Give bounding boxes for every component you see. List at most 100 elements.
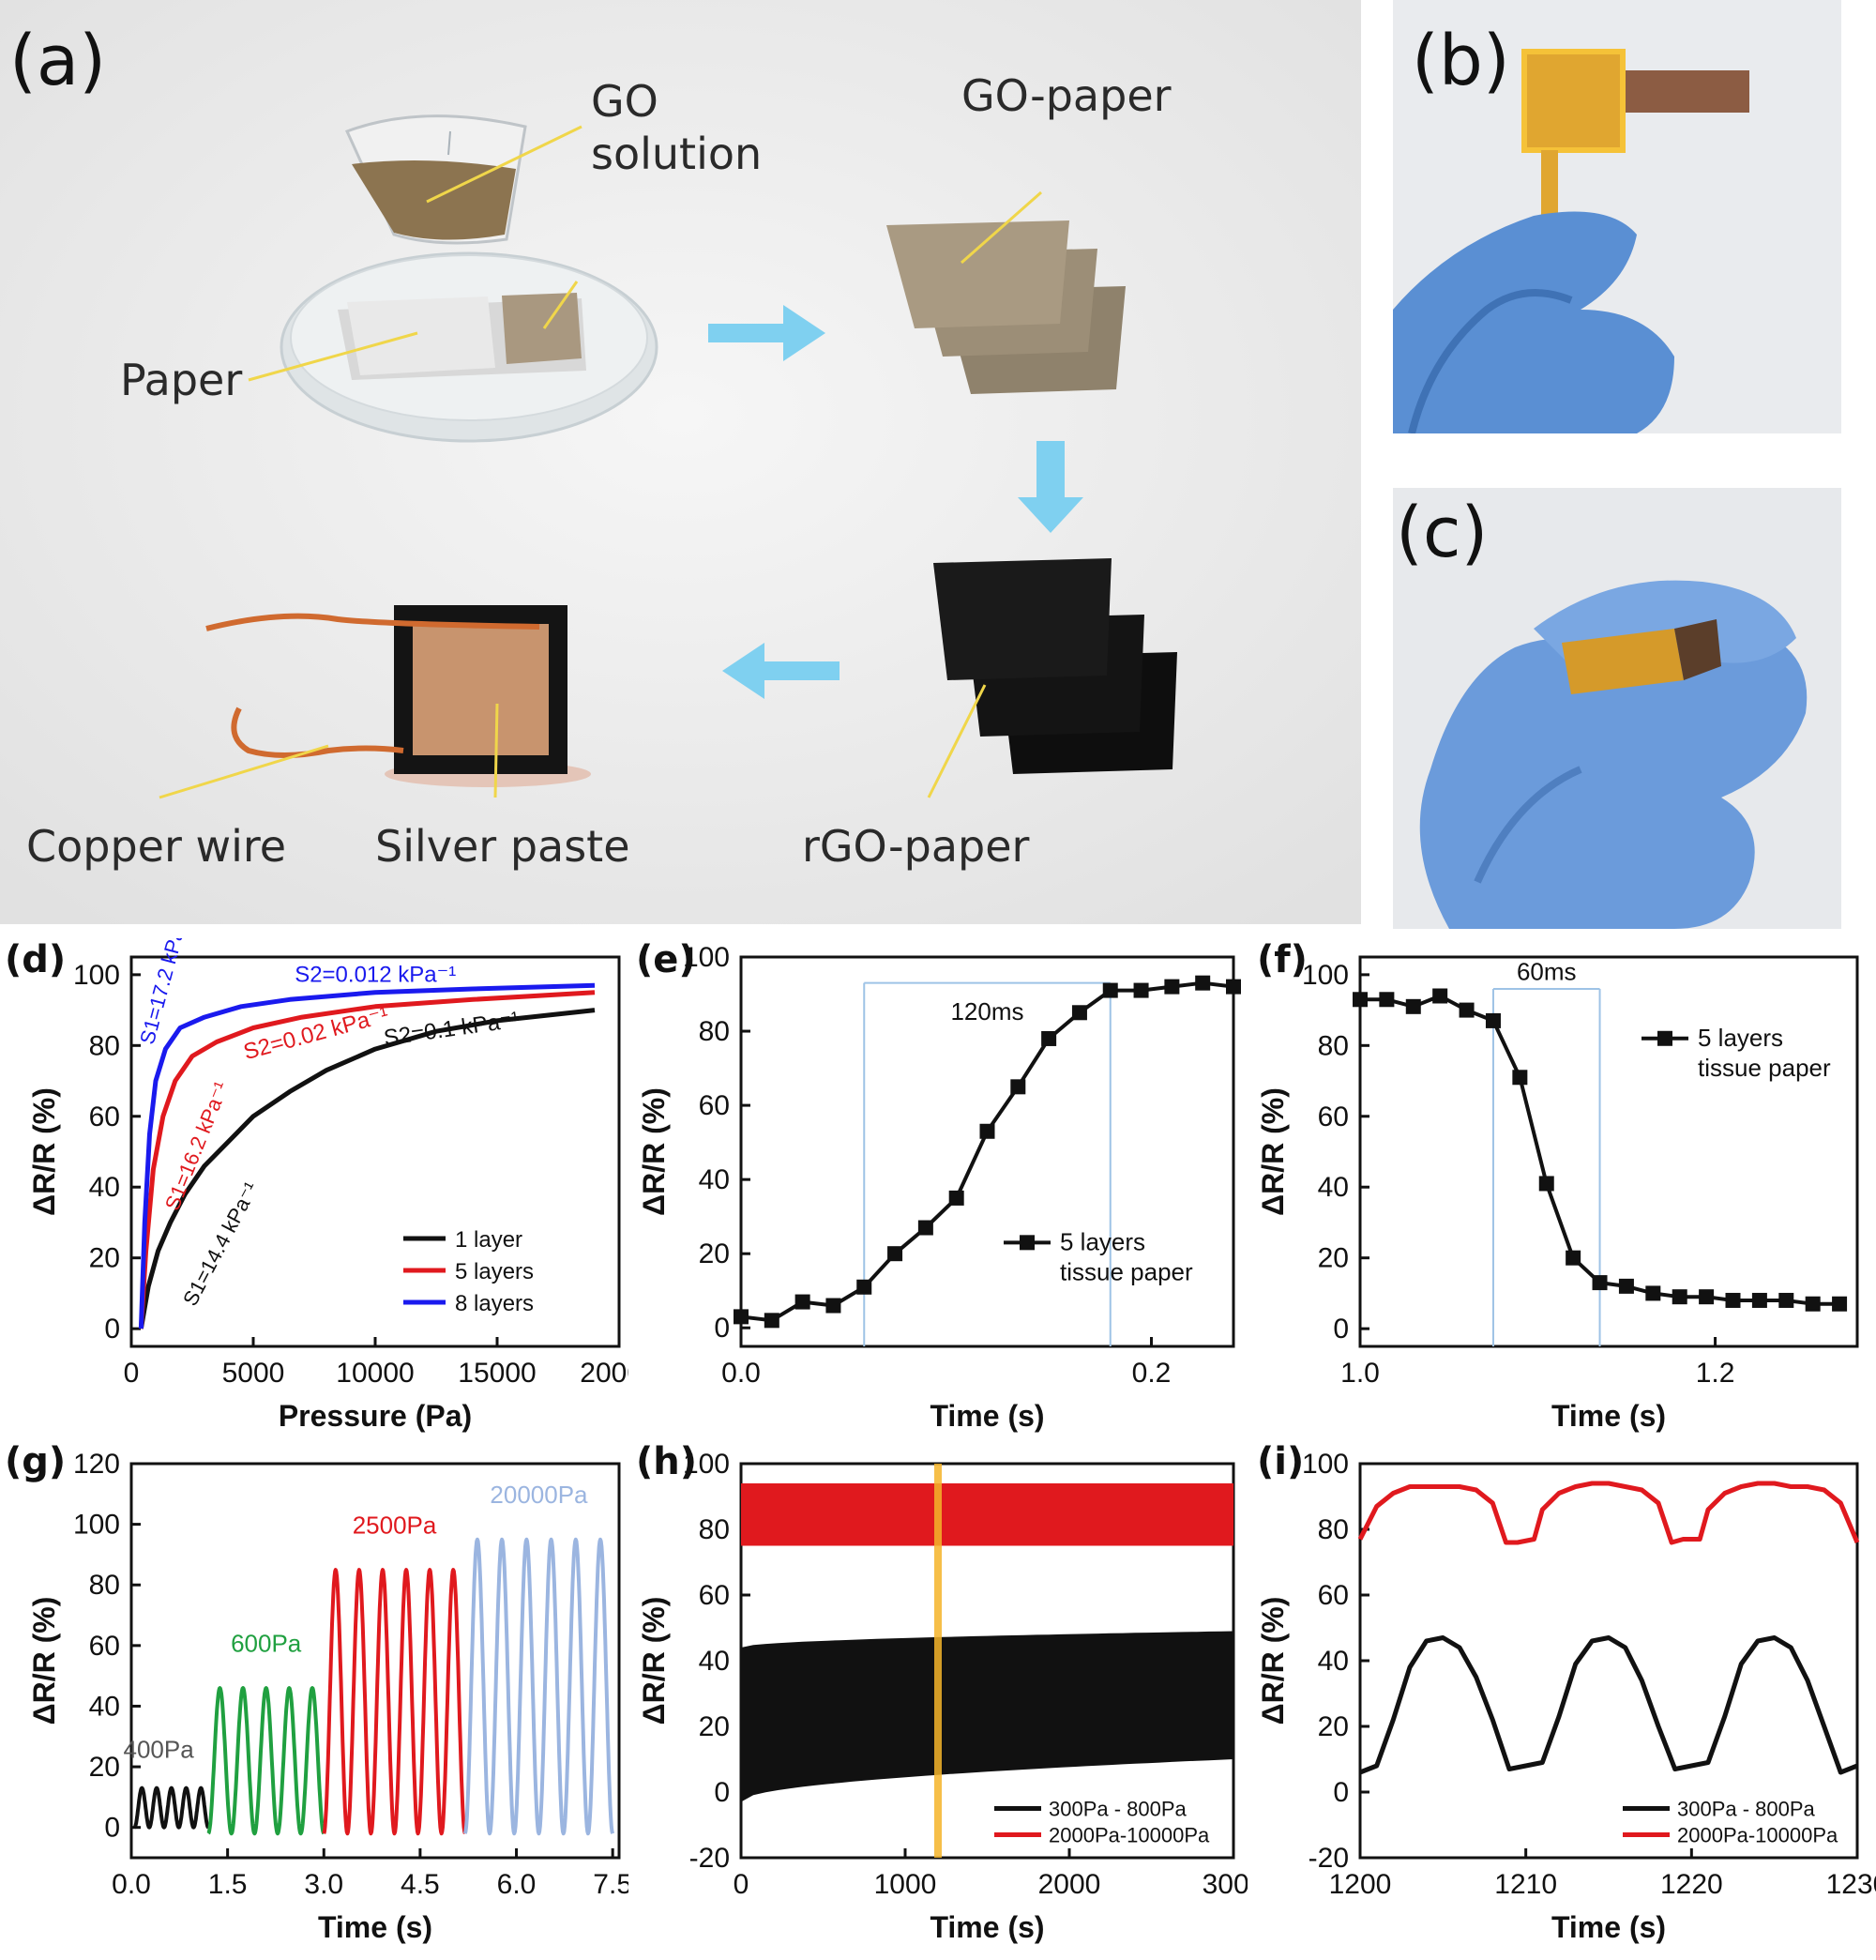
x-axis-label: Time (s) — [1551, 1399, 1666, 1433]
data-point — [764, 1313, 779, 1329]
x-tick-label: 3000 — [1203, 1869, 1248, 1900]
arrow-down-icon — [1018, 441, 1083, 533]
go-paper-stack — [886, 220, 1126, 394]
x-tick-label: 10000 — [336, 1358, 414, 1389]
data-point — [825, 1298, 841, 1314]
petri-dish-icon — [280, 251, 658, 443]
x-tick-label: 0.0 — [721, 1358, 761, 1389]
plot-frame — [1358, 955, 1859, 1348]
annotation: S2=0.1 kPa⁻¹ — [382, 1007, 521, 1051]
y-axis-label: ΔR/R (%) — [1256, 1597, 1290, 1725]
panel-h-label: (h) — [636, 1440, 698, 1483]
data-point — [1832, 1296, 1848, 1312]
x-tick-label: 20000 — [580, 1358, 628, 1389]
series-band — [741, 1631, 1233, 1802]
copper-wire-label: Copper wire — [26, 821, 287, 872]
y-tick-label: 60 — [1318, 1580, 1349, 1611]
y-tick-label: 40 — [699, 1646, 730, 1677]
series-line — [322, 1568, 467, 1836]
go-solution-label: GO solution — [591, 76, 763, 179]
y-axis-label: ΔR/R (%) — [637, 1087, 671, 1216]
series-line — [138, 1008, 596, 1329]
series-band — [741, 1483, 1233, 1546]
plot-frame — [739, 955, 1235, 1348]
legend-entry: tissue paper — [1060, 1257, 1193, 1285]
y-tick-label: 80 — [89, 1030, 120, 1061]
y-tick-label: 20 — [89, 1752, 120, 1783]
x-tick-label: 1220 — [1660, 1869, 1723, 1900]
y-tick-label: 20 — [1318, 1243, 1349, 1274]
panel-a: (a) GO solution Paper GO-paper rGO-paper… — [0, 0, 1361, 924]
y-axis-label: ΔR/R (%) — [27, 1597, 61, 1725]
data-point — [734, 1309, 749, 1325]
series-line — [206, 1686, 325, 1836]
data-point — [1512, 1070, 1528, 1086]
data-point — [1195, 975, 1211, 991]
x-axis-label: Time (s) — [930, 1399, 1044, 1433]
y-tick-label: 80 — [89, 1570, 120, 1601]
y-tick-label: 100 — [1302, 1449, 1349, 1480]
x-axis-label: Time (s) — [318, 1910, 432, 1944]
annotation: S2=0.02 kPa⁻¹ — [241, 1002, 391, 1065]
panel-d-label: (d) — [5, 938, 67, 981]
rgo-paper-label: rGO-paper — [802, 821, 1030, 872]
y-tick-label: 0 — [714, 1313, 730, 1344]
legend-entry: 2000Pa-10000Pa — [1049, 1824, 1210, 1847]
panel-f-label: (f) — [1257, 938, 1308, 981]
data-point — [1041, 1030, 1057, 1046]
paper-label: Paper — [120, 355, 243, 405]
x-tick-label: 1.5 — [208, 1869, 248, 1900]
panel-b: (b) — [1393, 0, 1841, 433]
x-tick-label: 0 — [734, 1869, 749, 1900]
y-tick-label: 100 — [1302, 960, 1349, 991]
legend-entry: tissue paper — [1698, 1054, 1831, 1082]
y-tick-label: 60 — [699, 1090, 730, 1121]
data-point — [794, 1294, 810, 1310]
y-tick-label: 20 — [1318, 1711, 1349, 1742]
x-tick-label: 2000 — [1038, 1869, 1101, 1900]
series-label: 600Pa — [231, 1629, 302, 1657]
device-icon — [205, 605, 591, 787]
y-axis-label: ΔR/R (%) — [1256, 1087, 1290, 1216]
series-label: 400Pa — [123, 1735, 194, 1763]
data-point — [1805, 1296, 1821, 1312]
panel-b-label: (b) — [1412, 21, 1510, 101]
y-tick-label: 0 — [104, 1314, 120, 1345]
y-tick-label: 100 — [683, 1449, 730, 1480]
data-point — [1592, 1275, 1608, 1291]
series-line — [138, 982, 596, 1329]
y-tick-label: 20 — [699, 1238, 730, 1269]
legend-entry: 5 layers — [1698, 1024, 1783, 1052]
series-line — [138, 990, 596, 1329]
y-tick-label: 0 — [104, 1813, 120, 1844]
x-tick-label: 7.5 — [593, 1869, 628, 1900]
x-tick-label: 4.5 — [401, 1869, 440, 1900]
y-tick-label: 40 — [89, 1172, 120, 1203]
x-axis-label: Time (s) — [1551, 1910, 1666, 1944]
y-axis-label: ΔR/R (%) — [27, 1087, 61, 1216]
y-tick-label: -20 — [1309, 1843, 1349, 1874]
chart-e: 0.0 0.2 0 20 40 60 80 100 Time (s) ΔR/R (%) 120ms 5… — [637, 942, 1241, 1433]
y-tick-label: 40 — [699, 1164, 730, 1195]
y-tick-label: 40 — [1318, 1646, 1349, 1677]
chart-g: 0.0 1.5 3.0 4.5 6.0 7.5 0 20 40 60 80 100 120 Time (s… — [27, 1449, 628, 1944]
data-point — [1645, 1285, 1661, 1301]
legend-entry: 5 layers — [455, 1259, 534, 1284]
data-point — [917, 1220, 933, 1236]
y-tick-label: 40 — [1318, 1172, 1349, 1203]
data-point — [1459, 1002, 1475, 1018]
y-tick-label: 80 — [1318, 1030, 1349, 1061]
x-tick-label: 3.0 — [304, 1869, 343, 1900]
x-tick-label: 1200 — [1329, 1869, 1392, 1900]
data-point — [1538, 1176, 1554, 1192]
y-tick-label: 80 — [699, 1514, 730, 1545]
y-tick-label: 80 — [699, 1016, 730, 1047]
data-point — [1618, 1278, 1634, 1294]
data-point — [1778, 1292, 1794, 1308]
panel-a-schematic — [0, 0, 1361, 924]
data-point — [1432, 988, 1448, 1004]
data-point — [1226, 979, 1241, 995]
series-label: 2500Pa — [353, 1511, 437, 1539]
y-tick-label: -20 — [689, 1843, 730, 1874]
